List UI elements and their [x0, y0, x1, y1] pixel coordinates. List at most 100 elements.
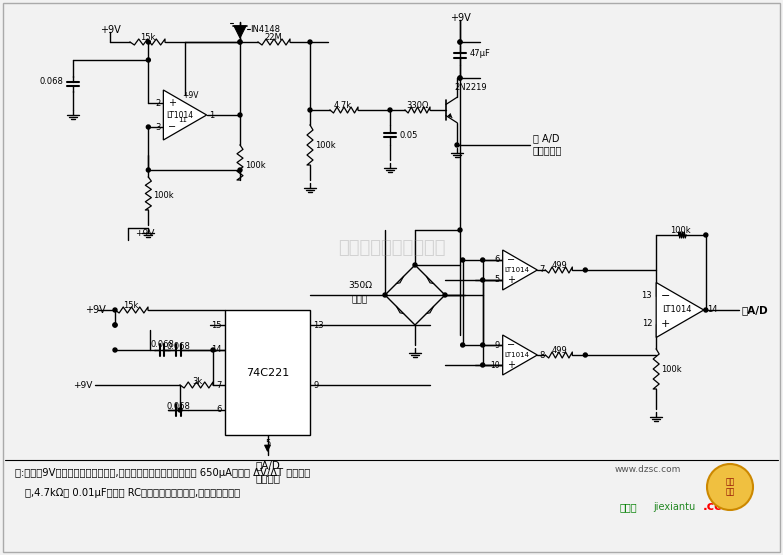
Circle shape — [211, 348, 215, 352]
Text: 维库
一卜: 维库 一卜 — [725, 477, 734, 497]
Text: 应变桥: 应变桥 — [352, 295, 368, 305]
Text: 100k: 100k — [153, 190, 174, 199]
Text: +9V: +9V — [85, 305, 106, 315]
Circle shape — [458, 228, 462, 232]
Circle shape — [238, 40, 242, 44]
Text: 330Ω: 330Ω — [406, 101, 428, 110]
Circle shape — [443, 293, 447, 297]
Text: 10: 10 — [490, 361, 500, 370]
Circle shape — [458, 40, 462, 44]
Text: 5: 5 — [265, 438, 270, 447]
Text: −: − — [507, 340, 514, 350]
Text: 100k: 100k — [669, 226, 691, 235]
Text: 100k: 100k — [315, 140, 336, 149]
Text: 14: 14 — [707, 305, 717, 315]
Text: 12: 12 — [642, 320, 652, 329]
Polygon shape — [234, 26, 246, 38]
Text: 1: 1 — [208, 110, 214, 119]
Text: LT1014: LT1014 — [504, 267, 529, 273]
Text: 14: 14 — [211, 346, 222, 355]
Circle shape — [704, 308, 708, 312]
Text: 9: 9 — [494, 341, 500, 350]
Text: 5: 5 — [494, 275, 500, 285]
Circle shape — [238, 40, 242, 44]
Text: +9V: +9V — [135, 230, 154, 239]
Text: 至 A/D: 至 A/D — [533, 133, 560, 143]
Polygon shape — [503, 335, 537, 375]
Text: 2N2219: 2N2219 — [455, 83, 487, 93]
Text: +: + — [168, 98, 176, 108]
Circle shape — [458, 76, 462, 80]
Text: +: + — [507, 275, 514, 285]
Text: +9V: +9V — [449, 13, 471, 23]
Text: +: + — [661, 319, 670, 329]
Text: 2: 2 — [155, 98, 161, 108]
Circle shape — [113, 323, 117, 327]
Text: 100k: 100k — [245, 160, 265, 169]
Text: 47μF: 47μF — [470, 49, 491, 58]
Text: 3: 3 — [155, 123, 161, 132]
Text: 15: 15 — [211, 320, 222, 330]
Text: 接线图: 接线图 — [620, 502, 637, 512]
Polygon shape — [164, 90, 207, 140]
Circle shape — [583, 268, 587, 272]
Circle shape — [113, 348, 117, 352]
Circle shape — [413, 263, 417, 267]
Circle shape — [178, 408, 182, 412]
Text: +9V: +9V — [73, 381, 92, 390]
Text: 15k: 15k — [140, 33, 156, 42]
Text: jiexiantu: jiexiantu — [653, 502, 695, 512]
Text: 变换指令: 变换指令 — [255, 473, 280, 483]
Text: 7: 7 — [217, 381, 222, 390]
Text: 6: 6 — [217, 406, 222, 415]
Text: +9V: +9V — [182, 90, 198, 99]
Text: −: − — [661, 291, 670, 301]
Text: 0.068: 0.068 — [39, 78, 63, 87]
Circle shape — [146, 40, 150, 44]
Text: 499: 499 — [551, 346, 567, 355]
Circle shape — [455, 143, 459, 147]
Circle shape — [308, 108, 312, 112]
Text: LT1014: LT1014 — [504, 352, 529, 358]
Bar — [225, 310, 310, 435]
Text: IN4148: IN4148 — [250, 26, 280, 34]
Text: 0.068: 0.068 — [166, 402, 190, 411]
Text: 13: 13 — [641, 291, 652, 300]
Text: 13: 13 — [313, 320, 323, 330]
Circle shape — [460, 343, 464, 347]
Circle shape — [704, 233, 708, 237]
Circle shape — [388, 108, 392, 112]
Text: 0.068: 0.068 — [150, 340, 174, 349]
Text: 0.05: 0.05 — [399, 130, 417, 139]
Polygon shape — [656, 282, 704, 337]
Circle shape — [238, 113, 242, 117]
Text: 7: 7 — [539, 265, 545, 275]
Text: 3k: 3k — [192, 377, 202, 386]
Circle shape — [458, 76, 462, 80]
Text: 22M: 22M — [264, 33, 282, 42]
Text: +: + — [507, 360, 514, 370]
Text: 8: 8 — [539, 351, 545, 360]
Text: 化,4.7kΩ和 0.01μF构成的 RC网络用于保护应变桥,防止长期漂移。: 化,4.7kΩ和 0.01μF构成的 RC网络用于保护应变桥,防止长期漂移。 — [25, 488, 240, 498]
Text: 4.7k: 4.7k — [334, 101, 352, 110]
Text: 15k: 15k — [123, 301, 139, 310]
Text: 350Ω: 350Ω — [348, 280, 372, 290]
Circle shape — [113, 323, 117, 327]
Circle shape — [460, 258, 464, 262]
Text: .com: .com — [703, 501, 737, 513]
Text: 至A/D: 至A/D — [742, 305, 768, 315]
Polygon shape — [503, 250, 537, 290]
Text: 499: 499 — [551, 261, 567, 270]
Text: −: − — [168, 122, 176, 132]
Circle shape — [481, 278, 485, 282]
Circle shape — [308, 40, 312, 44]
Circle shape — [146, 168, 150, 172]
Circle shape — [146, 58, 150, 62]
Text: LT1014: LT1014 — [167, 110, 193, 119]
Text: 6: 6 — [494, 255, 500, 265]
Circle shape — [238, 168, 242, 172]
Text: 至A/D: 至A/D — [255, 460, 280, 470]
Text: 杭州将睿科技有限公司: 杭州将睿科技有限公司 — [337, 239, 446, 256]
Text: 74C221: 74C221 — [246, 367, 289, 377]
Circle shape — [481, 363, 485, 367]
